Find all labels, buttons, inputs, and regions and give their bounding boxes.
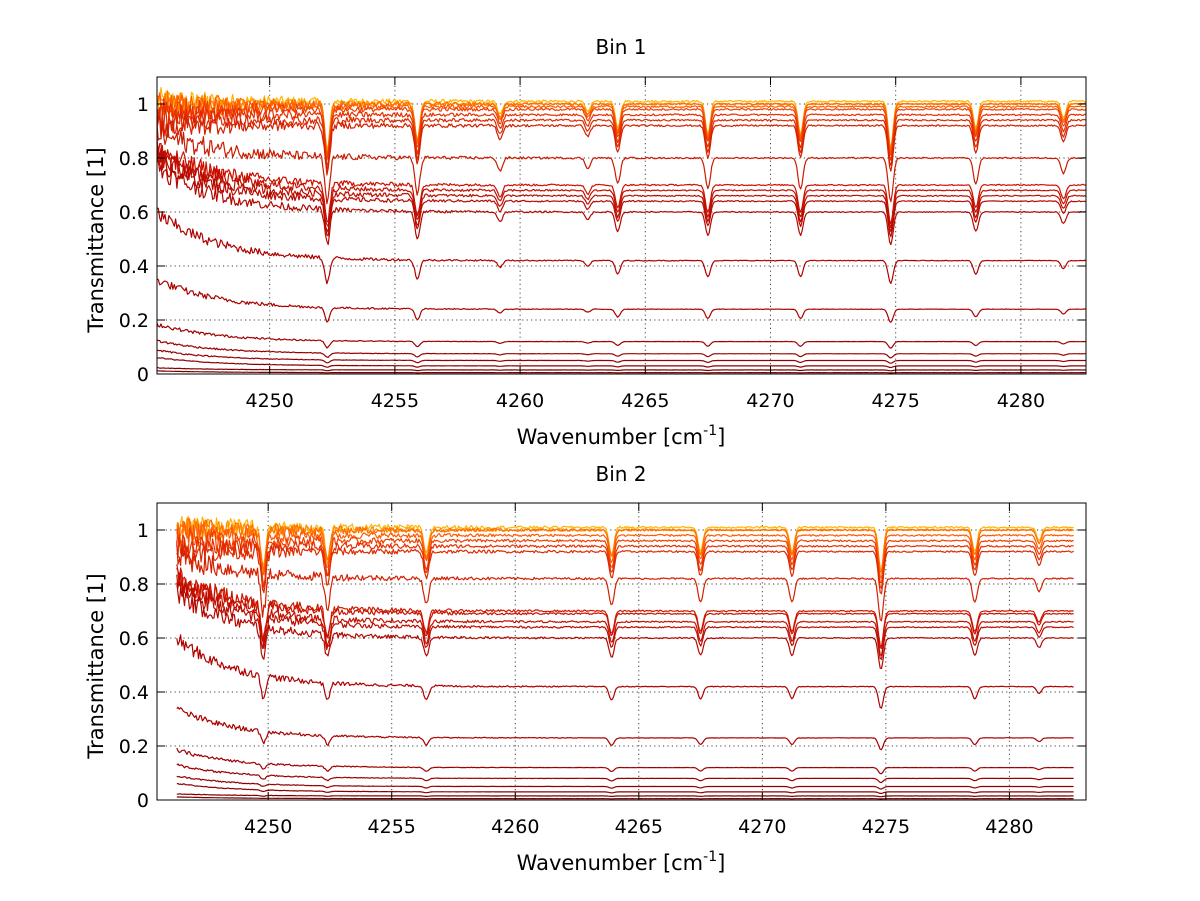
y-tick-label: 0.2 bbox=[119, 310, 149, 332]
x-axis-label-superscript: -1 bbox=[703, 849, 717, 865]
y-tick-label: 0.6 bbox=[119, 202, 149, 224]
spectrum-line bbox=[176, 572, 1074, 657]
spectrum-line bbox=[176, 775, 1074, 790]
spectrum-line bbox=[157, 138, 1086, 225]
y-tick-label: 0.2 bbox=[119, 736, 149, 758]
spectrum-line bbox=[157, 87, 1086, 149]
x-axis-label-suffix: ] bbox=[717, 425, 725, 449]
spectrum-line bbox=[176, 747, 1074, 775]
spectrum-line bbox=[176, 783, 1074, 794]
x-axis-label: Wavenumber [cm-1] bbox=[517, 849, 726, 875]
chart-panel-bin-2: Bin 2 4250 4255 4260 4265 4270 4275 4280 0 0.2 0.… bbox=[84, 462, 1087, 875]
y-tick-label: 0.8 bbox=[119, 574, 149, 596]
y-tick-label: 1 bbox=[137, 520, 149, 542]
x-tick-label: 4250 bbox=[246, 390, 294, 412]
y-axis-label: Transmittance [1] bbox=[84, 573, 108, 759]
y-tick-label: 0.8 bbox=[119, 148, 149, 170]
spectrum-line bbox=[157, 114, 1086, 176]
spectrum-line bbox=[157, 357, 1086, 369]
spectrum-line bbox=[157, 278, 1086, 323]
x-tick-label: 4265 bbox=[615, 816, 663, 838]
y-axis-label: Transmittance [1] bbox=[84, 147, 108, 333]
x-tick-label: 4260 bbox=[491, 816, 539, 838]
series-layer bbox=[157, 87, 1086, 374]
x-tick-label: 4270 bbox=[746, 390, 794, 412]
spectrum-line bbox=[176, 539, 1074, 595]
y-tick-label: 0 bbox=[137, 364, 149, 386]
spectrum-line bbox=[157, 207, 1086, 285]
spectrum-line bbox=[157, 146, 1086, 233]
spectrum-line bbox=[157, 158, 1086, 246]
spectrum-line bbox=[176, 582, 1074, 660]
spectrum-line bbox=[157, 107, 1086, 171]
spectrum-line bbox=[157, 101, 1086, 166]
spectrum-line bbox=[157, 90, 1086, 156]
x-axis-label-main: Wavenumber [cm bbox=[517, 851, 703, 875]
series-layer bbox=[176, 515, 1074, 800]
y-tick-label: 1 bbox=[137, 94, 149, 116]
spectrum-line bbox=[176, 517, 1074, 576]
spectrum-line bbox=[176, 634, 1074, 709]
x-tick-label: 4250 bbox=[244, 816, 292, 838]
spectrum-line bbox=[157, 98, 1086, 161]
tick-layer: 4250 4255 4260 4265 4270 4275 4280 0 0.2 0.4 0.6 0.… bbox=[119, 77, 1086, 412]
spectrum-line bbox=[176, 582, 1074, 670]
x-tick-label: 4255 bbox=[368, 816, 416, 838]
x-tick-label: 4280 bbox=[997, 390, 1045, 412]
spectrum-line bbox=[157, 349, 1086, 364]
x-tick-label: 4270 bbox=[738, 816, 786, 838]
spectrum-line bbox=[157, 322, 1086, 349]
chart-title: Bin 2 bbox=[595, 462, 646, 486]
y-tick-label: 0 bbox=[137, 790, 149, 812]
y-tick-label: 0.4 bbox=[119, 682, 149, 704]
chart-panel-bin-1: Bin 1 4250 4255 4260 4265 4270 4275 4280 0 0.2 0.… bbox=[84, 35, 1087, 449]
spectrum-line bbox=[176, 763, 1074, 784]
spectrum-line bbox=[176, 544, 1074, 622]
spectrum-line bbox=[176, 793, 1074, 798]
x-axis-label: Wavenumber [cm-1] bbox=[517, 423, 726, 449]
x-tick-label: 4255 bbox=[371, 390, 419, 412]
spectrum-line bbox=[157, 150, 1086, 238]
x-axis-label-superscript: -1 bbox=[703, 423, 717, 439]
spectrum-line bbox=[157, 370, 1086, 374]
spectrum-line bbox=[176, 533, 1074, 591]
spectrum-line bbox=[157, 339, 1086, 359]
spectrum-line bbox=[157, 120, 1086, 205]
tick-layer: 4250 4255 4260 4265 4270 4275 4280 0 0.2 0.4 0.6 0.… bbox=[119, 503, 1086, 838]
x-axis-label-main: Wavenumber [cm bbox=[517, 425, 703, 449]
axes-box bbox=[156, 502, 1087, 801]
y-tick-label: 0.4 bbox=[119, 256, 149, 278]
chart-title: Bin 1 bbox=[595, 35, 646, 59]
spectrum-line bbox=[157, 144, 1086, 229]
x-axis-label-suffix: ] bbox=[717, 851, 725, 875]
axes-box bbox=[156, 76, 1087, 375]
x-tick-label: 4260 bbox=[496, 390, 544, 412]
x-tick-label: 4280 bbox=[985, 816, 1033, 838]
spectrum-line bbox=[157, 367, 1086, 372]
spectrum-line bbox=[176, 567, 1074, 650]
spectrum-line bbox=[176, 706, 1074, 751]
x-tick-label: 4275 bbox=[862, 816, 910, 838]
x-tick-label: 4275 bbox=[872, 390, 920, 412]
spectrum-line bbox=[176, 796, 1074, 800]
x-tick-label: 4265 bbox=[621, 390, 669, 412]
y-tick-label: 0.6 bbox=[119, 628, 149, 650]
